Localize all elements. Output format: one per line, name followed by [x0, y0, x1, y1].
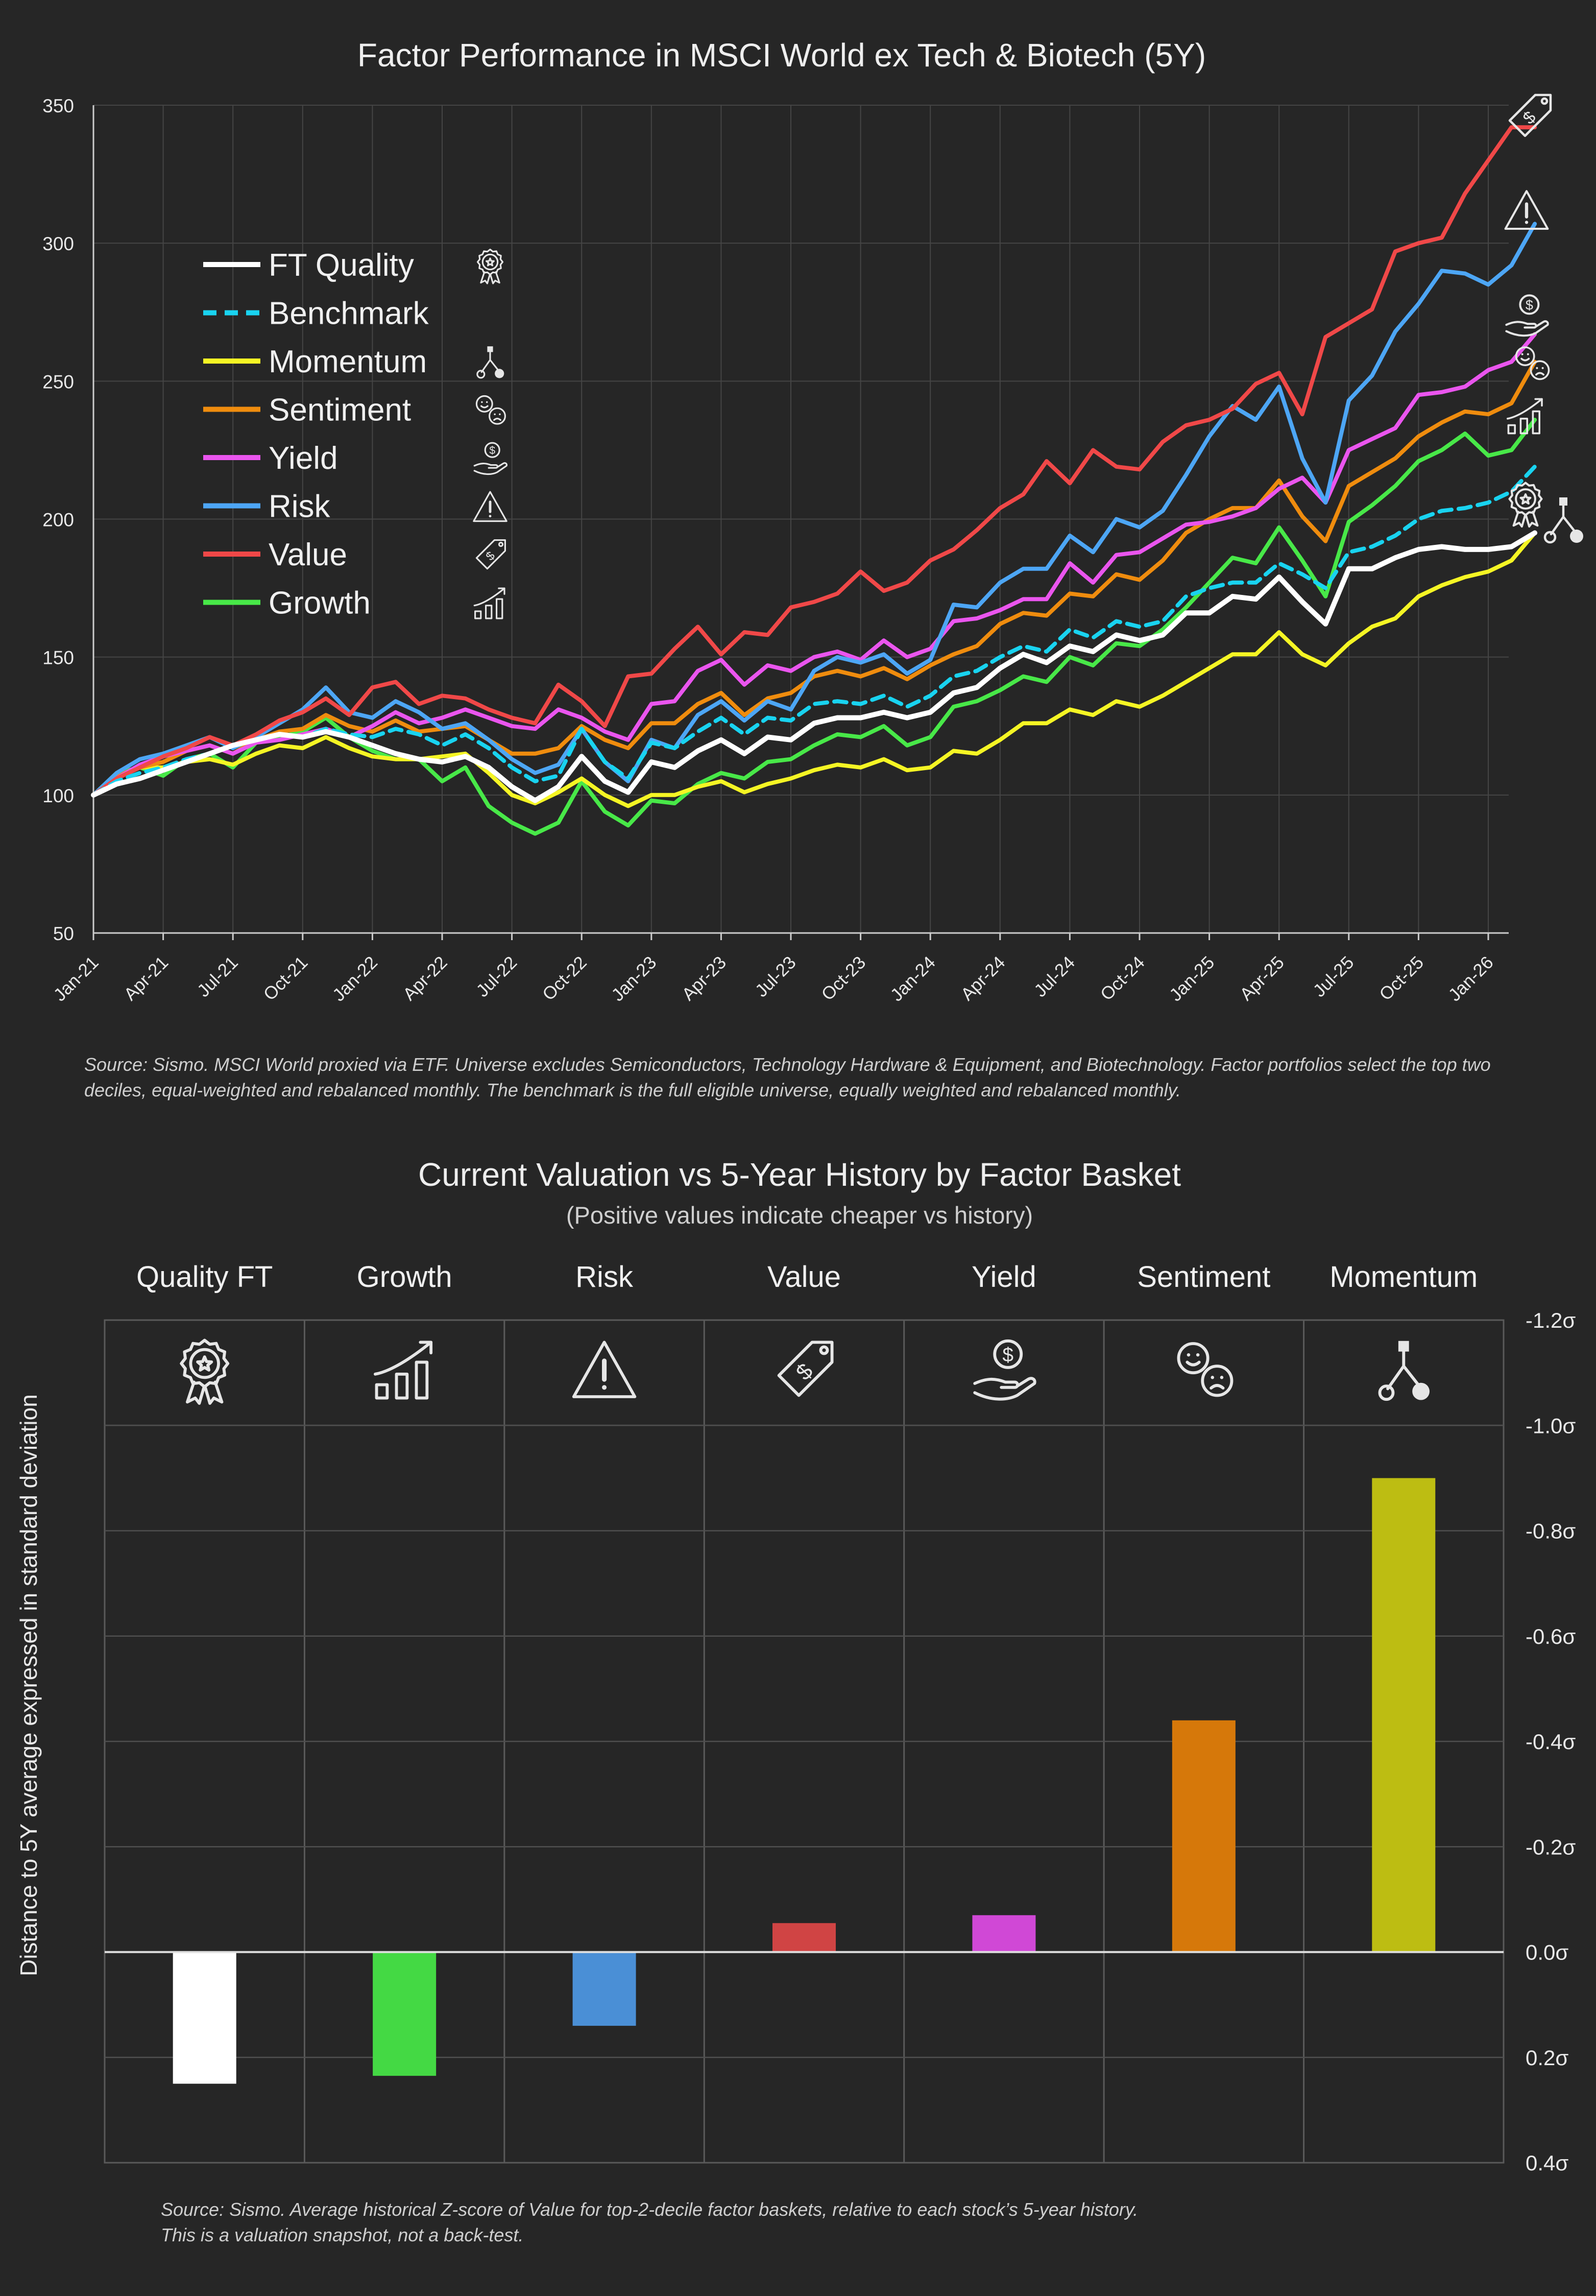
- chart1-series-group: [91, 125, 1538, 836]
- chart1-y-tick-label: 100: [42, 785, 74, 806]
- series-line-value: [91, 125, 1537, 797]
- category-label: Momentum: [1329, 1260, 1478, 1294]
- faces-icon: [475, 395, 506, 425]
- chart2-source-note: Source: Sismo. Average historical Z-scor…: [161, 2197, 1539, 2248]
- series-line-sentiment: [91, 360, 1537, 797]
- chart2-y-tick-label: -0.2σ: [1526, 1835, 1576, 1859]
- category-label: Value: [767, 1260, 841, 1294]
- factor-performance-line-chart: Factor Performance in MSCI World ex Tech…: [42, 37, 1583, 1005]
- category-label: Growth: [357, 1260, 452, 1294]
- chart1-y-tick-label: 350: [42, 95, 74, 116]
- legend-label: FT Quality: [269, 248, 414, 283]
- legend-item-ft_quality: FT Quality: [203, 248, 504, 284]
- chart2-category-headers: Quality FT Growth Risk Value $ Yield $ Sentimen…: [136, 1260, 1478, 1405]
- chart2-y-tick-label: -1.2σ: [1526, 1308, 1576, 1332]
- chart1-y-tick-label: 200: [42, 510, 74, 531]
- chart2-source-note-line1: Source: Sismo. Average historical Z-scor…: [161, 2199, 1139, 2220]
- series-line-growth: [91, 418, 1537, 836]
- bar-sentiment: [1172, 1720, 1236, 1952]
- bar-risk: [572, 1952, 636, 2026]
- svg-text:$: $: [1002, 1344, 1013, 1366]
- tree-icon: [1543, 497, 1583, 544]
- series-line-benchmark: [91, 464, 1537, 797]
- category-label: Quality FT: [136, 1260, 273, 1294]
- chart1-y-tick-label: 150: [42, 648, 74, 668]
- legend-item-yield: Yield $: [203, 441, 508, 476]
- chart1-title: Factor Performance in MSCI World ex Tech…: [357, 37, 1206, 74]
- warning-icon: [473, 491, 507, 522]
- chart2-y-axis-label: Distance to 5Y average expressed in stan…: [15, 1394, 42, 1976]
- chart1-gridlines: [93, 105, 1509, 933]
- rosette-icon: [1508, 482, 1543, 528]
- chart2-y-tick-label: -0.8σ: [1526, 1519, 1576, 1543]
- legend-item-benchmark: Benchmark: [203, 296, 429, 331]
- bar-yield: [972, 1915, 1036, 1952]
- chart2-subtitle: (Positive values indicate cheaper vs his…: [566, 1202, 1033, 1229]
- growth-icon: [1507, 398, 1543, 435]
- series-line-momentum: [91, 531, 1537, 808]
- bar-quality-ft: [173, 1952, 236, 2084]
- series-line-risk: [91, 222, 1537, 797]
- legend-label: Growth: [269, 586, 371, 621]
- legend-label: Benchmark: [269, 296, 429, 331]
- chart1-y-tick-label: 300: [42, 233, 74, 254]
- chart2-source-note-line2: This is a valuation snapshot, not a back…: [161, 2225, 524, 2245]
- chart2-y-tick-label: 0.2σ: [1526, 2046, 1568, 2070]
- coin-hand-icon: $: [473, 442, 508, 475]
- legend-label: Momentum: [269, 344, 427, 379]
- chart2-gridlines: [104, 1319, 1505, 2164]
- chart2-y-ticks: -1.2σ -1.0σ -0.8σ -0.6σ -0.4σ -0.2σ 0.0σ 0.2σ 0.…: [1526, 1308, 1576, 2175]
- svg-text:$: $: [1526, 297, 1533, 313]
- svg-text:$: $: [489, 445, 495, 457]
- bar-value: [772, 1923, 836, 1952]
- price-tag-icon: $: [777, 1341, 834, 1397]
- tree-icon: [1378, 1341, 1430, 1401]
- tree-icon: [476, 346, 504, 379]
- legend-label: Sentiment: [269, 393, 411, 428]
- category-label: Yield: [972, 1260, 1036, 1294]
- chart2-bars: [105, 1478, 1504, 2084]
- chart2-y-tick-label: -0.4σ: [1526, 1730, 1576, 1754]
- faces-icon: [1515, 346, 1550, 380]
- rosette-icon: [180, 1338, 230, 1405]
- legend-item-risk: Risk: [203, 489, 507, 524]
- growth-icon: [374, 1341, 433, 1400]
- series-line-ft_quality: [91, 530, 1538, 803]
- chart2-y-tick-label: 0.0σ: [1526, 1941, 1568, 1965]
- legend-item-growth: Growth: [203, 586, 505, 621]
- legend-label: Value: [269, 537, 347, 572]
- legend-item-sentiment: Sentiment: [203, 393, 506, 428]
- warning-icon: [1504, 190, 1549, 230]
- chart2-y-tick-label: -1.0σ: [1526, 1414, 1576, 1438]
- legend-item-momentum: Momentum: [203, 344, 504, 379]
- faces-icon: [1177, 1342, 1234, 1397]
- chart1-y-tick-label: 250: [42, 371, 74, 392]
- coin-hand-icon: $: [1505, 294, 1549, 337]
- chart1-source-note: Source: Sismo. MSCI World proxied via ET…: [84, 1054, 1491, 1101]
- chart2-y-tick-label: -0.6σ: [1526, 1624, 1576, 1648]
- rosette-icon: [476, 248, 504, 284]
- coin-hand-icon: $: [973, 1339, 1036, 1401]
- bar-momentum: [1372, 1478, 1436, 1952]
- legend-label: Yield: [269, 441, 338, 476]
- category-label: Risk: [575, 1260, 634, 1294]
- category-label: Sentiment: [1137, 1260, 1270, 1294]
- chart2-y-tick-label: 0.4σ: [1526, 2151, 1568, 2175]
- chart1-y-tick-label: 50: [53, 923, 74, 944]
- legend-label: Risk: [269, 489, 331, 524]
- growth-icon: [473, 587, 505, 619]
- bar-growth: [373, 1952, 437, 2076]
- warning-icon: [572, 1341, 637, 1398]
- chart2-title: Current Valuation vs 5-Year History by F…: [418, 1156, 1181, 1193]
